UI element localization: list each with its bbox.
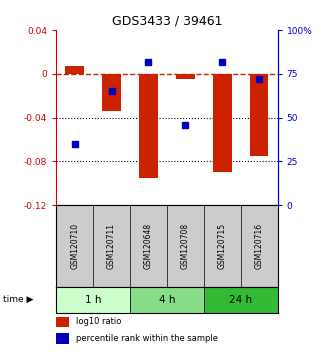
Bar: [250, 74, 268, 156]
Text: time ▶: time ▶: [3, 295, 34, 304]
Bar: [130, 287, 204, 313]
Text: GSM120715: GSM120715: [218, 223, 227, 269]
Bar: [56, 333, 69, 344]
Bar: [176, 74, 195, 79]
Text: GSM120711: GSM120711: [107, 223, 116, 269]
Text: 1 h: 1 h: [85, 295, 101, 305]
Bar: [139, 74, 158, 178]
Text: GSM120710: GSM120710: [70, 223, 79, 269]
Bar: [204, 287, 278, 313]
Text: percentile rank within the sample: percentile rank within the sample: [76, 334, 218, 343]
Bar: [213, 74, 231, 172]
Text: 24 h: 24 h: [229, 295, 252, 305]
Text: GSM120716: GSM120716: [255, 223, 264, 269]
Text: 4 h: 4 h: [159, 295, 175, 305]
Bar: [56, 317, 69, 327]
Title: GDS3433 / 39461: GDS3433 / 39461: [112, 15, 222, 28]
Text: log10 ratio: log10 ratio: [76, 318, 121, 326]
Text: GSM120708: GSM120708: [181, 223, 190, 269]
Text: GSM120648: GSM120648: [144, 223, 153, 269]
Bar: [102, 74, 121, 111]
Bar: [65, 66, 84, 74]
Bar: [56, 287, 130, 313]
